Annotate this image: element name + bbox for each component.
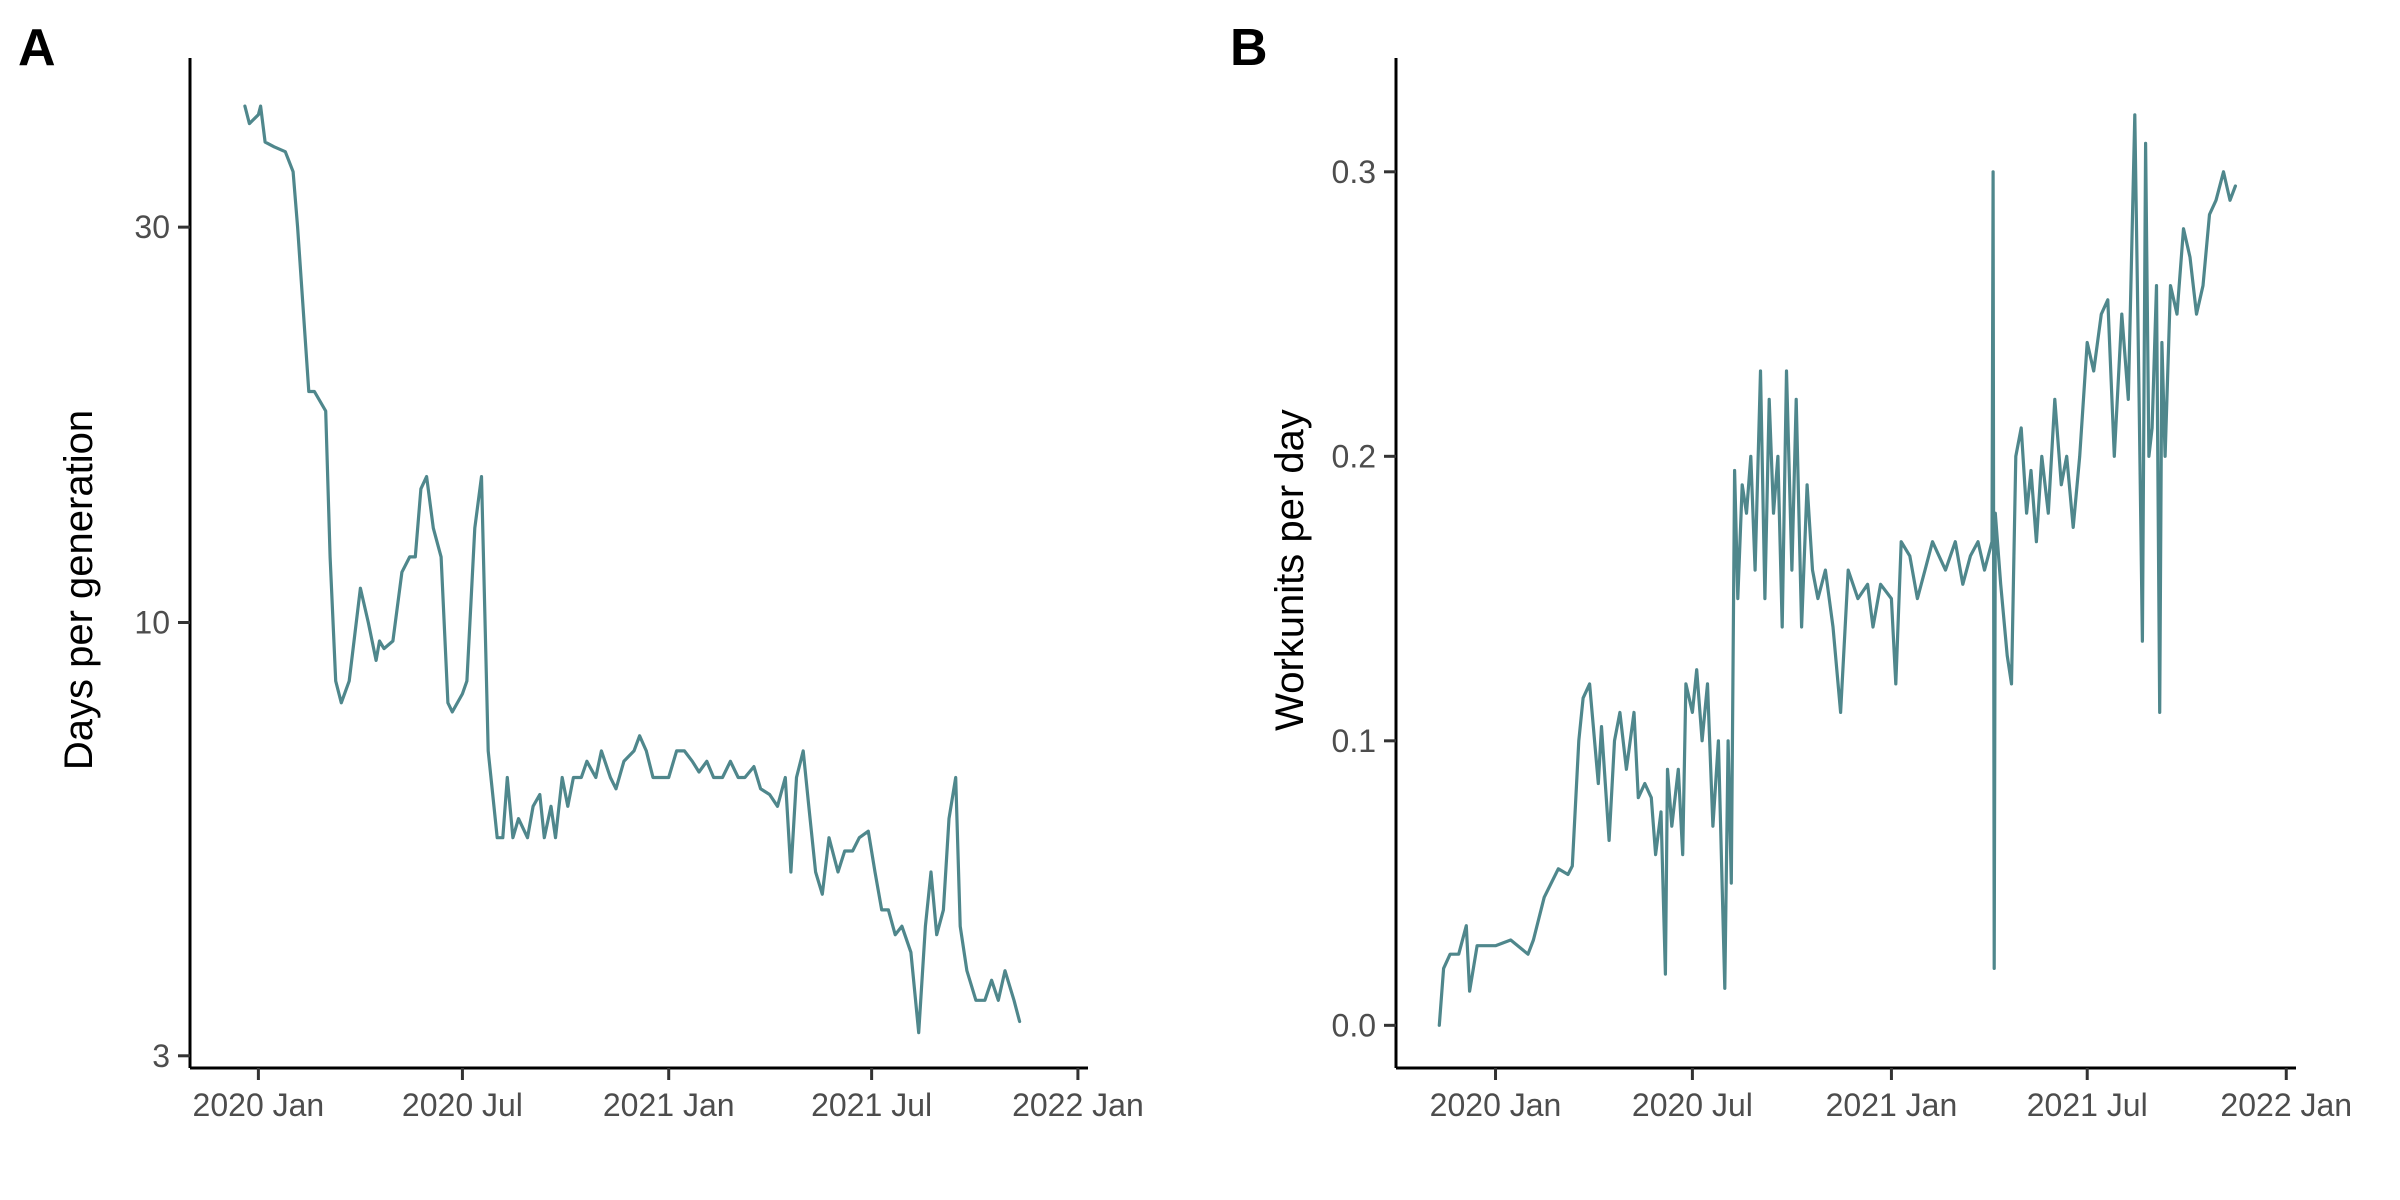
x-tick-label-a: 2021 Jul [811,1087,932,1123]
x-tick-label-b: 2022 Jan [2220,1087,2352,1123]
y-axis-title-b: Workunits per day [1268,409,1312,731]
y-tick-label-a: 30 [134,209,170,245]
series-line-a [243,104,1022,1035]
panel-label-a: A [18,19,56,77]
x-tick-label-a: 2020 Jul [402,1087,523,1123]
panel-b: B Workunits per day 2020 Jan 2020 Jul 2021… [1230,19,2352,1123]
x-tick-label-b: 2020 Jan [1430,1087,1562,1123]
series-line-b [1437,113,2237,1027]
y-tick-label-b: 0.1 [1332,723,1376,759]
y-tick-label-b: 0.0 [1332,1007,1376,1043]
plot-area-a: 2020 Jan 2020 Jul 2021 Jan 2021 Jul 2022 Jan… [134,58,1144,1123]
y-tick-label-a: 3 [152,1038,170,1074]
x-tick-label-a: 2021 Jan [603,1087,735,1123]
x-tick-label-b: 2020 Jul [1632,1087,1753,1123]
x-tick-label-b: 2021 Jul [2027,1087,2148,1123]
x-tick-label-a: 2020 Jan [193,1087,325,1123]
x-tick-label-b: 2021 Jan [1826,1087,1958,1123]
y-axis-title-a: Days per generation [57,410,101,770]
plot-area-b: 2020 Jan 2020 Jul 2021 Jan 2021 Jul 2022 Jan… [1332,58,2352,1123]
panel-a: A Days per generation 2020 Jan 2020 Jul 20… [18,19,1144,1123]
y-tick-label-b: 0.2 [1332,438,1376,474]
panel-label-b: B [1230,19,1268,77]
x-tick-label-a: 2022 Jan [1012,1087,1144,1123]
y-tick-label-b: 0.3 [1332,154,1376,190]
y-tick-label-a: 10 [134,605,170,641]
